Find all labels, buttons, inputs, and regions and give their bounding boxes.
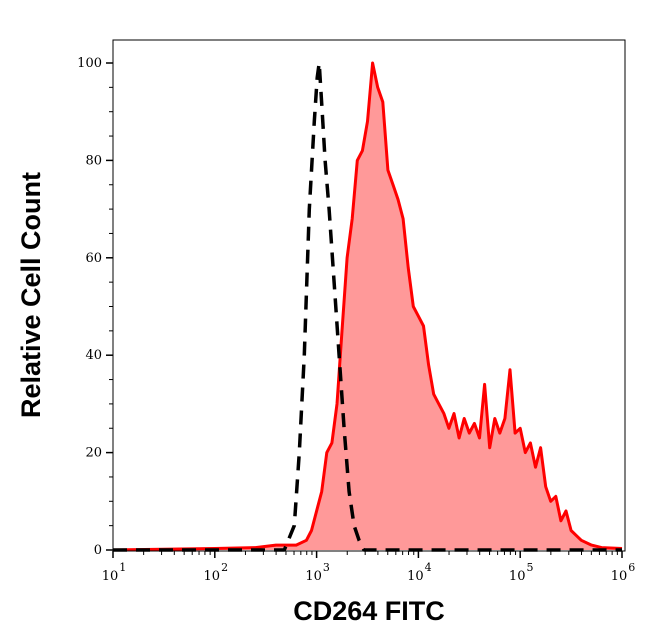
plot-layer — [112, 61, 623, 552]
y-axis-title: Relative Cell Count — [16, 172, 46, 418]
x-axis-title: CD264 FITC — [293, 596, 445, 626]
x-tick-label: 103 — [305, 561, 330, 584]
x-tick-label: 106 — [611, 561, 636, 584]
series-fill-area — [113, 63, 623, 550]
x-tick-label: 105 — [509, 561, 534, 584]
y-tick-label: 0 — [94, 543, 102, 558]
x-tick-label: 102 — [204, 561, 229, 584]
y-tick-label: 20 — [85, 446, 102, 461]
y-tick-label: 80 — [85, 153, 102, 168]
stained-series-line — [112, 61, 623, 552]
control-series-line — [113, 61, 622, 552]
y-tick-label: 100 — [77, 56, 102, 71]
x-tick-label: 101 — [102, 561, 127, 584]
plot-frame — [112, 39, 626, 552]
y-tick-label: 40 — [85, 348, 102, 363]
y-tick-label: 60 — [85, 251, 102, 266]
x-tick-label: 104 — [407, 561, 432, 584]
axes-layer: 0 20 40 60 80 100 101 102 103 104 105 106 — [77, 56, 635, 584]
